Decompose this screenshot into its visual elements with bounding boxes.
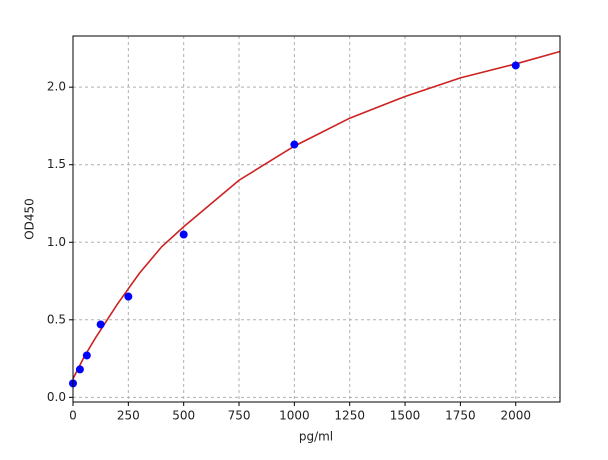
y-tick-label: 0.0	[47, 390, 66, 404]
data-point	[82, 351, 91, 360]
x-tick-label: 1000	[279, 409, 310, 423]
x-tick-label: 250	[117, 409, 140, 423]
x-tick-label: 1250	[334, 409, 365, 423]
plot-frame	[72, 35, 561, 403]
data-point	[511, 61, 520, 70]
y-tick-label: 1.5	[47, 157, 66, 171]
data-point	[75, 365, 84, 374]
y-axis-label: OD450	[23, 198, 37, 240]
x-tick-label: 1750	[445, 409, 476, 423]
fit-curve	[72, 50, 561, 380]
data-point	[96, 320, 105, 329]
y-tick-label: 1.0	[47, 235, 66, 249]
y-tick-label: 2.0	[47, 80, 66, 94]
data-point	[179, 230, 188, 239]
data-point	[124, 292, 133, 301]
x-axis-label: pg/ml	[299, 430, 333, 444]
x-tick-label: 2000	[500, 409, 531, 423]
y-tick-label: 0.5	[47, 312, 66, 326]
x-tick-label: 750	[228, 409, 251, 423]
x-tick-label: 500	[172, 409, 195, 423]
data-point	[290, 140, 299, 149]
x-tick-label: 0	[69, 409, 77, 423]
x-tick-label: 1500	[390, 409, 421, 423]
